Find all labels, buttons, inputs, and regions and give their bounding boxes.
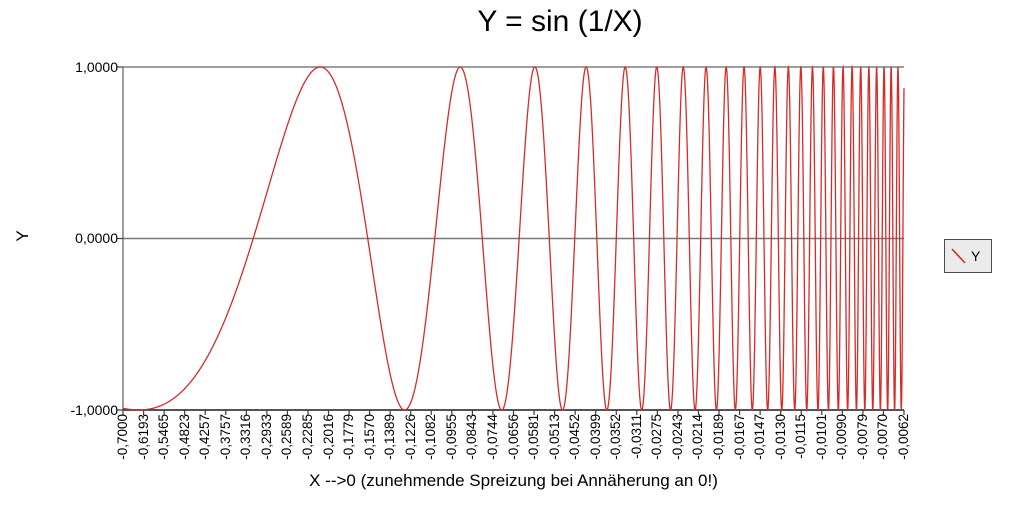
x-tick-label: -0,0243 [669, 414, 685, 460]
x-tick-label: -0,0399 [587, 414, 603, 460]
x-tick-label: -0,2933 [258, 414, 274, 460]
curve-sin-1-over-x [122, 64, 905, 413]
x-tick-label: -0,0070 [875, 414, 891, 460]
x-tick-label: -0,0744 [484, 414, 500, 460]
x-tick-label: -0,0147 [752, 414, 768, 460]
x-tick-label: -0,0513 [546, 414, 562, 460]
legend-label: Y [971, 248, 981, 264]
x-tick-label: -0,3757 [217, 414, 233, 460]
x-tick-label: -0,0090 [834, 414, 850, 460]
x-tick-label: -0,2589 [279, 414, 295, 460]
legend: Y [944, 239, 992, 273]
y-tick-label-top: 1,0000 [75, 59, 118, 75]
x-tick-label: -0,0275 [649, 414, 665, 460]
y-tick-label-zero: 0,0000 [75, 230, 118, 246]
x-tick-label: -0,2285 [299, 414, 315, 460]
x-tick-label: -0,0581 [526, 414, 542, 460]
x-tick-label: -0,0352 [608, 414, 624, 460]
x-tick-label: -0,0101 [813, 414, 829, 460]
axis-tick-marks [117, 66, 905, 415]
x-tick-label: -0,0214 [690, 414, 706, 460]
x-axis-title: X -->0 (zunehmende Spreizung bei Annäher… [309, 471, 718, 490]
legend-line-swatch-icon [951, 248, 966, 264]
x-tick-label: -0,3316 [238, 414, 254, 460]
x-tick-label: -0,1389 [382, 414, 398, 460]
x-tick-label: -0,0189 [711, 414, 727, 460]
x-tick-label: -0,4257 [197, 414, 213, 460]
x-tick-label: -0,0079 [854, 414, 870, 460]
x-tick-label: -0,5465 [156, 414, 172, 460]
chart-title: Y = sin (1/X) [477, 5, 643, 38]
x-tick-label: -0,1082 [423, 414, 439, 460]
x-tick-label: -0,0115 [793, 414, 809, 459]
y-tick-label-bottom: -1,0000 [70, 402, 118, 418]
x-tick-label: -0,0656 [505, 414, 521, 460]
x-tick-label: -0,0311 [628, 414, 644, 459]
y-axis-title: Y [13, 230, 32, 242]
x-tick-label: -0,0130 [772, 414, 788, 460]
x-tick-label: -0,1570 [361, 414, 377, 460]
x-tick-label: -0,0955 [443, 414, 459, 460]
x-tick-label: -0,0452 [567, 414, 583, 460]
x-tick-label: -0,7000 [115, 414, 130, 460]
x-tick-label: -0,6193 [135, 414, 151, 460]
x-tick-label: -0,0843 [464, 414, 480, 460]
x-tick-label: -0,1226 [402, 414, 418, 460]
x-tick-label: -0,0062 [896, 414, 911, 460]
x-tick-label: -0,0167 [731, 414, 747, 460]
x-tick-label: -0,4823 [176, 414, 192, 460]
x-tick-label: -0,2016 [320, 414, 336, 460]
x-tick-label: -0,1779 [341, 414, 357, 460]
